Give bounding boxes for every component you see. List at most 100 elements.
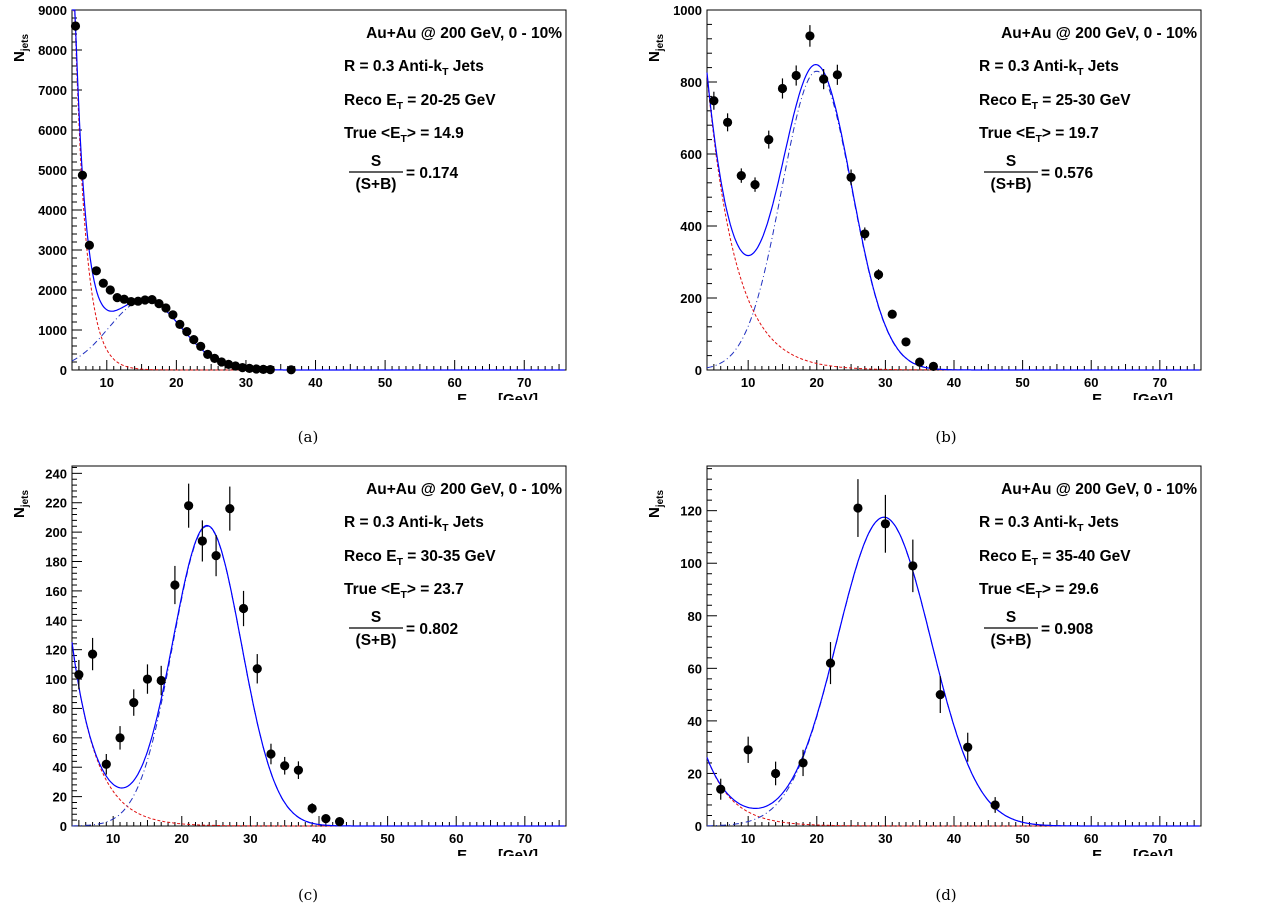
y-tick-label: 40 bbox=[688, 714, 702, 729]
y-tick-label: 40 bbox=[53, 760, 67, 775]
data-point bbox=[880, 519, 890, 529]
y-axis-label: Njets bbox=[646, 490, 666, 519]
data-point bbox=[286, 365, 296, 375]
data-point bbox=[223, 359, 234, 369]
y-axis-label: Njets bbox=[11, 34, 31, 63]
y-tick-label: 220 bbox=[45, 496, 67, 511]
annotation-true: True <ET> = 23.7 bbox=[344, 581, 464, 601]
x-tick-label: 30 bbox=[243, 831, 257, 846]
y-tick-label: 160 bbox=[45, 584, 67, 599]
chart-svg-c: 10 20 30 40 50 60 70 0 20 40 60 80 100 120 140 160 180 20… bbox=[11, 465, 567, 856]
data-point bbox=[147, 295, 157, 305]
annotation-frac-value: = 0.174 bbox=[406, 165, 459, 182]
annotation-system: Au+Au @ 200 GeV, 0 - 10% bbox=[1001, 25, 1197, 42]
data-point bbox=[129, 697, 139, 708]
chart-svg-d: 10 20 30 40 50 60 70 0 20 40 60 80 100 120 Njets ET,tru… bbox=[646, 465, 1202, 856]
x-axis-label: ET,true [GeV] bbox=[457, 391, 538, 400]
total-fit-curve bbox=[706, 516, 1200, 827]
y-axis-label: Njets bbox=[11, 490, 31, 519]
x-tick-label: 70 bbox=[517, 375, 531, 390]
y-tick-label: 800 bbox=[680, 75, 702, 90]
y-tick-label: 120 bbox=[680, 504, 702, 519]
chart-panel-c: 10 20 30 40 50 60 70 0 20 40 60 80 100 120 140 160 180 20… bbox=[0, 456, 635, 912]
data-point bbox=[832, 70, 842, 80]
data-point bbox=[142, 674, 153, 684]
y-tick-label: 100 bbox=[45, 672, 67, 687]
data-point bbox=[887, 309, 897, 319]
y-tick-label: 60 bbox=[53, 731, 67, 746]
y-tick-label: 140 bbox=[45, 613, 67, 628]
data-point bbox=[764, 135, 774, 145]
x-tick-label: 40 bbox=[947, 375, 961, 390]
y-tick-label: 2000 bbox=[38, 283, 67, 298]
data-point bbox=[791, 70, 801, 81]
y-tick-label: 180 bbox=[45, 555, 67, 570]
x-tick-label: 70 bbox=[1153, 831, 1167, 846]
y-tick-label: 5000 bbox=[38, 163, 67, 178]
y-tick-label: 6000 bbox=[38, 123, 67, 138]
y-tick-label: 0 bbox=[695, 363, 702, 378]
chart-panel-b: 10 20 30 40 50 60 70 0 200 400 600 800 1000 Njets ET,t… bbox=[635, 0, 1270, 456]
data-point bbox=[265, 365, 275, 375]
x-tick-label: 20 bbox=[810, 375, 824, 390]
y-tick-label: 3000 bbox=[38, 243, 67, 258]
annotation-system: Au+Au @ 200 GeV, 0 - 10% bbox=[366, 481, 562, 498]
annotation-jets: R = 0.3 Anti-kT Jets bbox=[344, 514, 484, 534]
data-point bbox=[334, 816, 345, 827]
data-point bbox=[196, 341, 206, 351]
data-point bbox=[280, 761, 290, 771]
caption-a: (a) bbox=[297, 428, 319, 446]
data-point bbox=[798, 758, 808, 768]
x-axis-label: ET,true [GeV] bbox=[457, 847, 538, 856]
data-point bbox=[709, 96, 719, 106]
y-tick-label: 200 bbox=[680, 291, 702, 306]
data-point bbox=[750, 180, 760, 190]
data-point bbox=[252, 664, 262, 674]
data-point bbox=[184, 501, 194, 511]
data-point bbox=[825, 658, 836, 668]
data-point bbox=[156, 675, 166, 686]
data-point bbox=[963, 742, 973, 752]
signal-fit-curve bbox=[71, 299, 565, 371]
data-point bbox=[84, 240, 94, 250]
plot-frame bbox=[706, 465, 1202, 827]
data-point bbox=[293, 765, 304, 775]
data-point bbox=[307, 803, 317, 813]
data-point bbox=[736, 171, 746, 181]
y-tick-label: 80 bbox=[688, 609, 702, 624]
total-fit-curve bbox=[72, 9, 565, 371]
y-tick-label: 600 bbox=[680, 147, 702, 162]
data-point bbox=[197, 536, 207, 546]
x-axis-label: ET,true [GeV] bbox=[1092, 847, 1173, 856]
plot-frame bbox=[706, 9, 1202, 371]
data-point bbox=[98, 278, 108, 288]
signal-fit-curve bbox=[706, 70, 1200, 371]
data-point bbox=[743, 745, 753, 755]
data-point bbox=[112, 293, 122, 303]
x-tick-label: 30 bbox=[878, 831, 892, 846]
data-point bbox=[115, 733, 125, 743]
data-point bbox=[777, 83, 788, 94]
y-tick-label: 9000 bbox=[38, 3, 67, 18]
x-tick-label: 30 bbox=[239, 375, 253, 390]
background-fit-curve bbox=[71, 642, 565, 827]
data-point bbox=[230, 361, 241, 371]
annotation-true: True <ET> = 29.6 bbox=[979, 581, 1099, 601]
data-point bbox=[873, 270, 884, 280]
data-point bbox=[853, 503, 863, 513]
data-point bbox=[105, 285, 115, 295]
data-point bbox=[321, 814, 331, 824]
data-point bbox=[140, 295, 150, 305]
annotation-jets: R = 0.3 Anti-kT Jets bbox=[979, 514, 1119, 534]
annotation-frac-num: S bbox=[1006, 609, 1016, 626]
background-fit-curve bbox=[72, 9, 565, 371]
data-point bbox=[133, 296, 143, 306]
y-axis-label: Njets bbox=[646, 34, 666, 63]
data-point bbox=[91, 266, 101, 276]
y-tick-label: 1000 bbox=[38, 323, 67, 338]
annotation-jets: R = 0.3 Anti-kT Jets bbox=[979, 58, 1119, 78]
chart-svg-b: 10 20 30 40 50 60 70 0 200 400 600 800 1000 Njets ET,t… bbox=[646, 3, 1202, 400]
annotation-frac-den: (S+B) bbox=[991, 632, 1032, 649]
data-point bbox=[225, 504, 235, 514]
x-tick-label: 10 bbox=[106, 831, 120, 846]
